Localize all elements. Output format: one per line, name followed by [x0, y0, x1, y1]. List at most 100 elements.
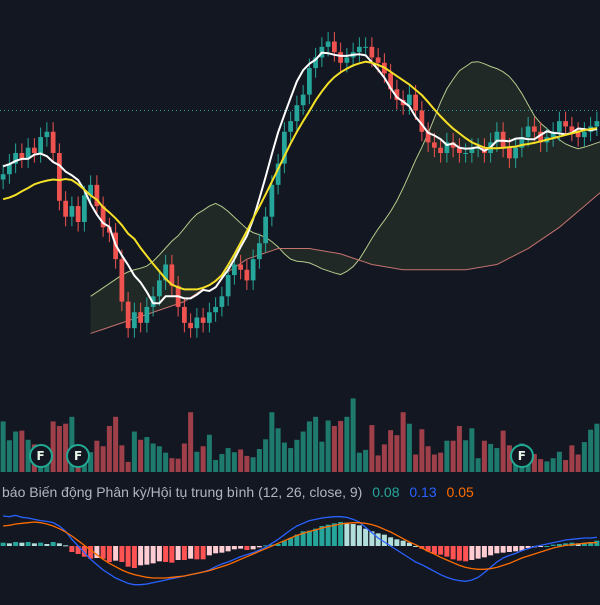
macd-histogram-bar [588, 542, 594, 546]
candle-body [432, 142, 437, 148]
macd-histogram-bar [350, 524, 356, 546]
candle-body [7, 163, 12, 175]
volume-bar [156, 446, 162, 472]
candle [507, 138, 512, 168]
macd-histogram-bar [388, 537, 394, 546]
candle-body [100, 206, 106, 228]
candle-body [307, 68, 312, 95]
candle [88, 175, 93, 206]
volume-bar [144, 437, 150, 472]
candle [388, 63, 393, 99]
macd-histogram-bar [300, 531, 306, 546]
macd-histogram-bar [94, 546, 100, 558]
macd-histogram-bar [125, 546, 131, 567]
candle-body [225, 275, 231, 297]
candle [38, 127, 43, 163]
candle [125, 292, 131, 338]
candle-body [13, 153, 18, 164]
macd-histogram-bar [250, 546, 256, 550]
candle-body [213, 306, 218, 313]
volume-bar [531, 454, 537, 472]
candle-body [500, 131, 506, 148]
candle [157, 270, 162, 306]
candle [394, 79, 400, 110]
candle-body [50, 131, 56, 153]
candle [44, 122, 50, 147]
event-badge[interactable]: F [66, 444, 91, 468]
volume-bar [281, 442, 287, 472]
macd-histogram-bar [544, 546, 550, 547]
candle-body [375, 57, 381, 63]
candle-body [63, 200, 68, 217]
candle-body [444, 142, 450, 153]
macd-legend[interactable]: báo Biến động Phân kỳ/Hội tụ trung bình … [2, 484, 474, 500]
candle-body [507, 147, 512, 159]
candle [275, 154, 281, 195]
volume-bar [394, 435, 400, 472]
candle [294, 95, 300, 131]
volume-bar [450, 440, 456, 472]
macd-histogram-bar [119, 546, 125, 562]
candle-body [250, 259, 256, 281]
candle [513, 138, 518, 168]
candle-body [19, 153, 25, 159]
macd-histogram-bar [313, 528, 319, 546]
macd-histogram-bar [319, 526, 325, 546]
macd-histogram-bar [394, 539, 400, 546]
candle [282, 122, 287, 174]
candle-body [163, 264, 168, 281]
volume-bar [494, 448, 500, 472]
macd-line-value: 0.13 [409, 484, 437, 500]
volume-bar [138, 439, 144, 472]
signal-line [3, 521, 597, 579]
candle-body [463, 153, 468, 154]
candle [463, 143, 468, 163]
candle-body [232, 264, 237, 276]
volume-bar [300, 431, 306, 472]
candle [94, 175, 100, 216]
macd-histogram-bar [463, 546, 469, 562]
volume-bar [288, 448, 294, 472]
candle [238, 254, 243, 280]
candle-body [188, 322, 193, 329]
candle [500, 122, 506, 158]
candle [263, 207, 268, 253]
macd-histogram-bar [31, 543, 37, 546]
volume-bar [356, 452, 362, 472]
volume-bar [469, 428, 475, 472]
candle-body [425, 131, 431, 143]
candle-body [469, 147, 475, 153]
volume-bar [19, 430, 25, 472]
candle [188, 313, 193, 338]
signal-line-value: 0.05 [446, 484, 474, 500]
candle-body [313, 57, 318, 69]
volume-bar [294, 439, 300, 472]
candle-body [325, 41, 331, 47]
volume-bar [588, 429, 594, 472]
candle [494, 122, 500, 152]
candle [75, 196, 81, 232]
volume-bar [0, 421, 6, 472]
event-badge[interactable]: F [509, 444, 534, 468]
candle-body [288, 121, 293, 132]
volume-bar [550, 458, 556, 472]
macd-histogram-bar [381, 534, 387, 546]
macd-histogram-bar [100, 546, 106, 559]
candle [300, 85, 306, 115]
event-badge[interactable]: F [28, 444, 53, 468]
volume-bar [269, 412, 275, 472]
macd-histogram-bar [525, 546, 531, 548]
volume-bar [169, 458, 175, 472]
volume-bar [94, 440, 100, 472]
volume-bar [488, 443, 494, 472]
macd-histogram-bar [81, 546, 87, 557]
candle-body [244, 269, 250, 281]
volume-bar [125, 461, 131, 472]
candle-body [513, 147, 518, 159]
volume-bar [538, 459, 544, 472]
candle [538, 122, 543, 152]
macd-histogram-bar [63, 545, 69, 547]
leading-span-a [90, 61, 600, 297]
